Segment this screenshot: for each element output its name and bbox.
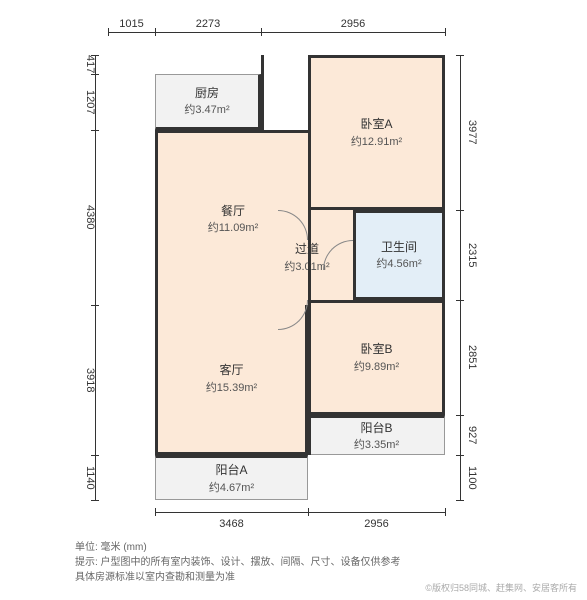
kitchen-label: 厨房	[195, 85, 219, 102]
tick	[456, 500, 464, 501]
footer-hint: 提示: 户型图中的所有室内装饰、设计、摆放、间隔、尺寸、设备仅供参考	[75, 555, 515, 570]
tick	[445, 508, 446, 516]
balcony-b-label: 阳台B	[360, 420, 392, 437]
dim-bottom-1: 2956	[308, 516, 445, 532]
living-label: 客厅	[219, 362, 243, 379]
dim-top-1: 2273	[155, 16, 261, 32]
dim-bottom-0: 3468	[155, 516, 308, 532]
dim-right-0: 3977	[462, 55, 478, 210]
tick	[308, 508, 309, 516]
balcony-b-area: 约3.35m²	[354, 436, 399, 452]
corridor-label: 过道	[295, 241, 319, 258]
dim-left-1: 1207	[80, 74, 96, 130]
dim-right-2: 2851	[462, 300, 478, 415]
bedroom-b-area: 约9.89m²	[354, 358, 399, 374]
floorplan-canvas: 1015 2273 2956 417 1207 4380 3918 1140 3…	[0, 0, 587, 600]
dining-area: 约11.09m²	[208, 219, 259, 235]
bathroom-label: 卫生间	[381, 239, 417, 256]
wall-kitchen-right	[261, 55, 264, 130]
room-kitchen: 厨房 约3.47m²	[155, 74, 261, 130]
bathroom-area: 约4.56m²	[376, 255, 421, 271]
wall-vertical-main	[308, 55, 311, 455]
room-balcony-b: 阳台B 约3.35m²	[308, 415, 445, 455]
dim-line-right	[460, 55, 461, 500]
dim-left-0: 417	[80, 55, 96, 74]
living-area: 约15.39m²	[206, 379, 257, 395]
dim-left-2: 4380	[80, 130, 96, 305]
bedroom-a-label: 卧室A	[360, 116, 392, 133]
dim-left-4: 1140	[80, 455, 96, 500]
dim-right-4: 1100	[462, 455, 478, 500]
room-bedroom-b: 卧室B 约9.89m²	[308, 300, 445, 415]
room-bedroom-a: 卧室A 约12.91m²	[308, 55, 445, 210]
copyright-watermark: ©版权归58同城、赶集网、安居客所有	[425, 581, 577, 594]
dim-top-0: 1015	[108, 16, 155, 32]
kitchen-area: 约3.47m²	[184, 101, 229, 117]
room-balcony-a: 阳台A 约4.67m²	[155, 455, 308, 500]
balcony-a-label: 阳台A	[215, 462, 247, 479]
dim-line-top	[108, 32, 445, 33]
footer-block: 单位: 毫米 (mm) 提示: 户型图中的所有室内装饰、设计、摆放、间隔、尺寸、…	[75, 540, 515, 585]
balcony-a-area: 约4.67m²	[209, 479, 254, 495]
dim-right-1: 2315	[462, 210, 478, 300]
bedroom-a-area: 约12.91m²	[351, 133, 402, 149]
room-bathroom: 卫生间 约4.56m²	[353, 210, 445, 300]
tick	[445, 28, 446, 36]
tick	[91, 500, 99, 501]
footer-unit: 单位: 毫米 (mm)	[75, 540, 515, 555]
tick	[155, 508, 156, 516]
dining-label: 餐厅	[221, 203, 245, 220]
dim-right-3: 927	[462, 415, 478, 455]
dim-line-bottom	[155, 512, 445, 513]
dim-top-2: 2956	[261, 16, 445, 32]
dim-left-3: 3918	[80, 305, 96, 455]
bedroom-b-label: 卧室B	[360, 341, 392, 358]
